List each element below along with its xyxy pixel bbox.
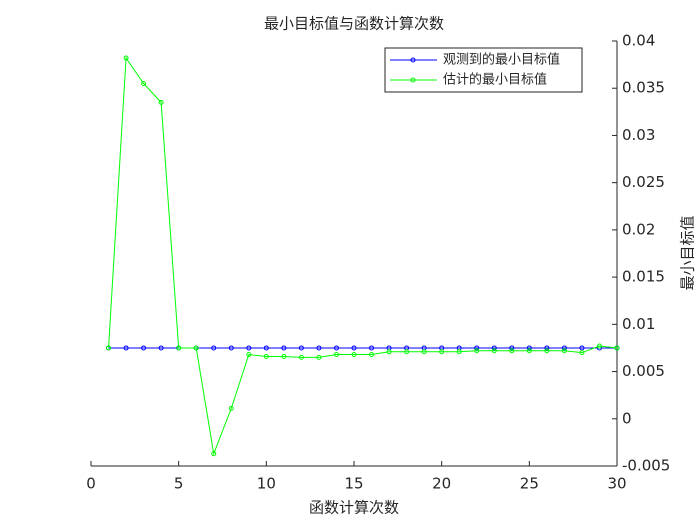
x-tick-label: 0 (86, 475, 96, 493)
data-point (246, 352, 252, 358)
y-tick-label: 0 (622, 409, 632, 427)
chart-title: 最小目标值与函数计算次数 (264, 15, 444, 33)
data-point (298, 354, 304, 360)
legend-label: 观测到的最小目标值 (443, 52, 560, 68)
x-axis-label: 函数计算次数 (309, 499, 399, 517)
data-point (369, 345, 375, 351)
data-point (228, 405, 234, 411)
series-line (108, 56, 618, 456)
data-point (228, 345, 234, 351)
y-tick-label: 0.04 (622, 32, 655, 50)
data-point (474, 345, 480, 351)
data-point (281, 345, 287, 351)
y-tick-label: 0.005 (622, 362, 665, 380)
data-point (263, 345, 269, 351)
data-point (298, 345, 304, 351)
data-point (316, 354, 322, 360)
legend-box (384, 47, 583, 93)
data-point (526, 345, 532, 351)
data-point (158, 345, 164, 351)
x-tick-label: 30 (607, 475, 626, 493)
data-point (351, 345, 357, 351)
data-point (369, 352, 375, 358)
data-point (404, 349, 410, 355)
data-point (123, 345, 129, 351)
legend-marker (410, 77, 416, 83)
data-point (141, 81, 147, 86)
data-point (456, 349, 462, 355)
x-tick-label: 20 (432, 475, 451, 493)
data-point (491, 348, 497, 354)
data-point (351, 352, 357, 358)
data-point (561, 345, 567, 351)
legend-label: 估计的最小目标值 (443, 72, 547, 88)
data-point (544, 345, 550, 351)
x-tick-label: 10 (257, 475, 276, 493)
data-point (509, 345, 515, 351)
data-point (544, 348, 550, 354)
x-tick-label: 15 (344, 475, 363, 493)
data-point (491, 345, 497, 351)
data-point (333, 352, 339, 358)
data-point (474, 348, 480, 354)
data-point (579, 345, 585, 351)
data-point (123, 55, 129, 61)
data-point (106, 345, 112, 351)
data-point (561, 348, 567, 354)
data-point (176, 345, 182, 351)
y-axis-label: 最小目标值 (679, 215, 697, 290)
data-point (263, 353, 269, 359)
data-point (596, 343, 602, 349)
data-point (158, 99, 164, 105)
y-tick-label: 0.025 (622, 173, 665, 191)
data-point (439, 349, 445, 355)
data-point (614, 345, 620, 351)
data-point (193, 345, 199, 351)
x-tick-label: 25 (520, 475, 539, 493)
data-point (526, 348, 532, 354)
data-point (386, 349, 392, 355)
data-point (579, 350, 585, 356)
data-point (141, 345, 147, 351)
y-tick-label: 0.03 (622, 126, 655, 144)
data-point (281, 353, 287, 359)
data-point (333, 345, 339, 351)
data-point (246, 345, 252, 351)
y-tick-label: -0.005 (622, 457, 670, 475)
data-point (316, 345, 322, 351)
y-tick-label: 0.015 (622, 268, 665, 286)
data-point (421, 349, 427, 355)
y-tick-label: 0.01 (622, 315, 655, 333)
y-tick-label: 0.02 (622, 220, 655, 238)
x-tick-label: 5 (174, 475, 184, 493)
y-tick-label: 0.035 (622, 79, 665, 97)
data-point (509, 348, 515, 354)
legend-marker (410, 57, 416, 63)
data-point (211, 451, 217, 457)
data-point (211, 345, 217, 351)
